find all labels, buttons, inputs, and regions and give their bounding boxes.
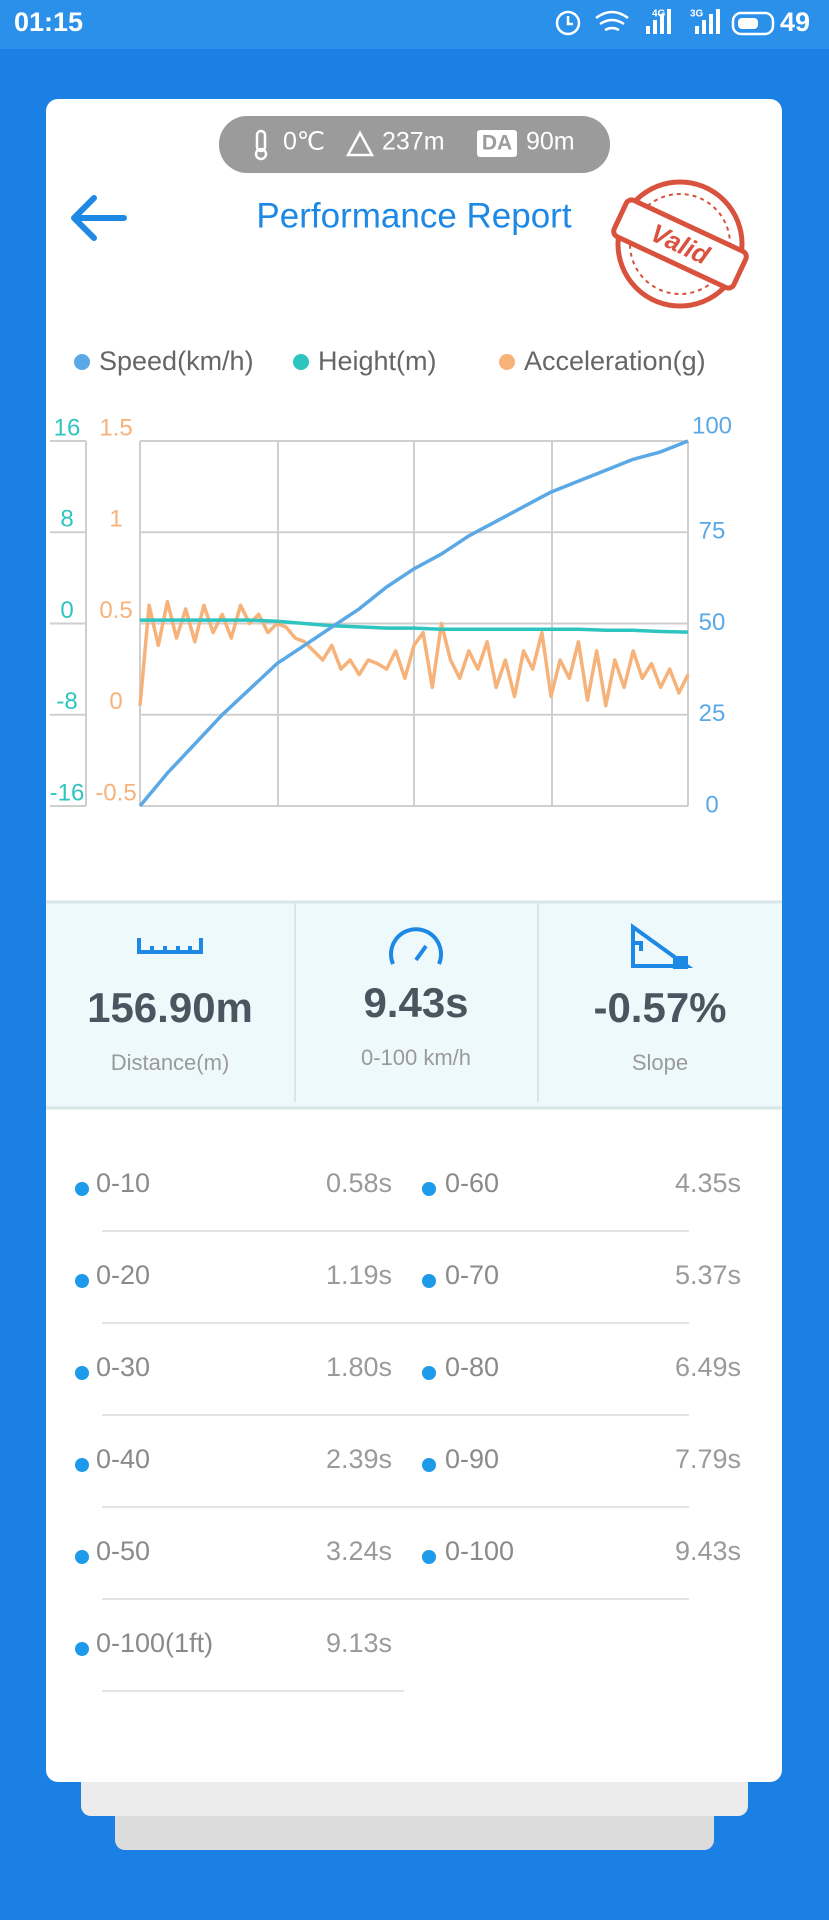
bullet	[75, 1366, 89, 1380]
legend-swatch	[499, 354, 515, 370]
da-badge-text: DA	[482, 132, 512, 155]
bullet	[75, 1182, 89, 1196]
thermometer-icon	[254, 129, 268, 161]
mountain-icon	[345, 130, 375, 157]
time-value: 3.24s	[326, 1536, 392, 1566]
bullet	[422, 1366, 436, 1380]
stats-panel	[46, 902, 782, 1108]
time-label: 0-20	[96, 1260, 150, 1290]
time-label: 0-100(1ft)	[96, 1628, 213, 1658]
ruler-icon	[137, 938, 203, 954]
chart: 0 25 50 75 100 -0.5 0 0.5 1 1.5 -16 -8 0 8 16 Speed(km/…	[50, 346, 732, 818]
bullet	[75, 1274, 89, 1288]
time-label: 0-50	[96, 1536, 150, 1566]
stat-value: 9.43s	[363, 979, 468, 1026]
y2-tick-label: 0.5	[99, 597, 132, 624]
y2-tick-label: -0.5	[95, 779, 136, 806]
status-bar	[0, 0, 829, 49]
y3-tick-label: -8	[56, 688, 77, 715]
density-altitude: 90m	[526, 128, 575, 156]
legend-label: Height(m)	[318, 346, 437, 376]
stat-value: 156.90m	[87, 984, 253, 1031]
series-line	[138, 439, 689, 808]
time-table: 0-10 0.58s 0-60 4.35s 0-20 1.19s 0-70 5.37s 0-30…	[75, 1168, 741, 1692]
bullet	[75, 1642, 89, 1656]
bullet	[422, 1458, 436, 1472]
y-tick-label: 25	[699, 700, 726, 727]
legend-label: Speed(km/h)	[99, 346, 254, 376]
time-value: 4.35s	[675, 1168, 741, 1198]
back-button[interactable]	[71, 195, 127, 241]
y-tick-label: 100	[692, 412, 732, 439]
time-value: 6.49s	[675, 1352, 741, 1382]
stat-value: -0.57%	[593, 984, 726, 1031]
series-line	[140, 618, 689, 634]
time-label: 0-70	[445, 1260, 499, 1290]
time-label: 0-40	[96, 1444, 150, 1474]
time-label: 0-90	[445, 1444, 499, 1474]
y-tick-label: 50	[699, 609, 726, 636]
temperature: 0℃	[283, 128, 325, 156]
time-label: 0-100	[445, 1536, 514, 1566]
time-label: 0-10	[96, 1168, 150, 1198]
bullet	[75, 1550, 89, 1564]
time-label: 0-30	[96, 1352, 150, 1382]
legend-label: Acceleration(g)	[524, 346, 706, 376]
bullet	[422, 1274, 436, 1288]
bullet	[422, 1550, 436, 1564]
y-tick-label: 75	[699, 518, 726, 545]
time-value: 9.43s	[675, 1536, 741, 1566]
stat-label: 0-100 km/h	[361, 1045, 471, 1070]
time-label: 0-60	[445, 1168, 499, 1198]
bullet	[422, 1182, 436, 1196]
legend-swatch	[74, 354, 90, 370]
time-value: 7.79s	[675, 1444, 741, 1474]
y3-tick-label: 0	[60, 597, 73, 624]
da-badge	[477, 130, 517, 157]
stats: 156.90m Distance(m) 9.43s 0-100 km/h -0.57% S…	[87, 979, 726, 1075]
altitude: 237m	[382, 128, 445, 156]
y2-tick-label: 1	[109, 506, 122, 533]
y3-tick-label: -16	[50, 779, 85, 806]
time-value: 5.37s	[675, 1260, 741, 1290]
time-value: 0.58s	[326, 1168, 392, 1198]
stat-label: Distance(m)	[111, 1050, 230, 1075]
signal-bars	[646, 9, 720, 34]
y3-tick-label: 8	[60, 506, 73, 533]
time-value: 2.39s	[326, 1444, 392, 1474]
network-label: 3G	[690, 9, 704, 20]
legend-swatch	[293, 354, 309, 370]
y2-tick-label: 1.5	[99, 414, 132, 441]
gauge-icon	[389, 927, 443, 965]
time-value: 1.19s	[326, 1260, 392, 1290]
bullet	[75, 1458, 89, 1472]
clock: 01:15	[14, 7, 83, 37]
valid-stamp: Valid	[611, 179, 749, 309]
time-label: 0-80	[445, 1352, 499, 1382]
time-value: 1.80s	[326, 1352, 392, 1382]
stat-label: Slope	[632, 1050, 688, 1075]
series-line	[138, 599, 690, 708]
slope-icon	[631, 923, 694, 969]
time-value: 9.13s	[326, 1628, 392, 1658]
battery-level: 49	[780, 7, 810, 37]
y3-tick-label: 16	[54, 414, 81, 441]
y-tick-label: 0	[705, 791, 718, 818]
network-label: 4G	[652, 9, 666, 20]
y2-tick-label: 0	[109, 688, 122, 715]
page-title: Performance Report	[256, 196, 571, 235]
status-icons	[555, 10, 775, 36]
